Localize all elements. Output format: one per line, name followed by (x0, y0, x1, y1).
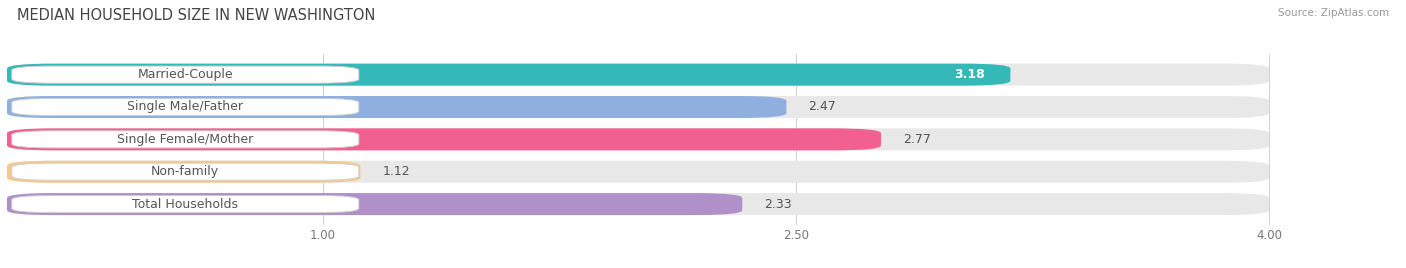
Text: Single Female/Mother: Single Female/Mother (117, 133, 253, 146)
Text: Non-family: Non-family (152, 165, 219, 178)
Text: Total Households: Total Households (132, 198, 238, 211)
FancyBboxPatch shape (7, 128, 882, 150)
FancyBboxPatch shape (7, 96, 1270, 118)
FancyBboxPatch shape (11, 195, 359, 213)
FancyBboxPatch shape (11, 98, 359, 116)
Text: Married-Couple: Married-Couple (138, 68, 233, 81)
FancyBboxPatch shape (7, 161, 360, 183)
FancyBboxPatch shape (7, 96, 786, 118)
Text: 2.77: 2.77 (903, 133, 931, 146)
FancyBboxPatch shape (7, 64, 1270, 86)
Text: 1.12: 1.12 (382, 165, 411, 178)
Text: 2.33: 2.33 (765, 198, 792, 211)
FancyBboxPatch shape (7, 193, 742, 215)
FancyBboxPatch shape (7, 128, 1270, 150)
FancyBboxPatch shape (7, 193, 1270, 215)
Text: Source: ZipAtlas.com: Source: ZipAtlas.com (1278, 8, 1389, 18)
Text: 2.47: 2.47 (808, 100, 837, 113)
FancyBboxPatch shape (11, 66, 359, 83)
FancyBboxPatch shape (11, 163, 359, 180)
FancyBboxPatch shape (11, 131, 359, 148)
Text: MEDIAN HOUSEHOLD SIZE IN NEW WASHINGTON: MEDIAN HOUSEHOLD SIZE IN NEW WASHINGTON (17, 8, 375, 23)
FancyBboxPatch shape (7, 161, 1270, 183)
Text: 3.18: 3.18 (955, 68, 986, 81)
Text: Single Male/Father: Single Male/Father (128, 100, 243, 113)
FancyBboxPatch shape (7, 64, 1011, 86)
